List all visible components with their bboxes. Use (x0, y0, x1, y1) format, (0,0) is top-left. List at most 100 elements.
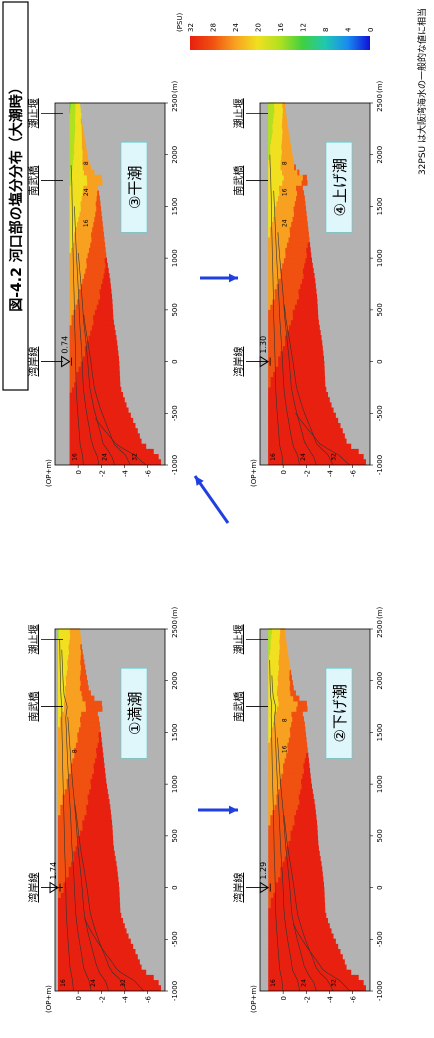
salinity-cell (84, 964, 89, 971)
y-tick-label: 0 (280, 996, 288, 1000)
salinity-cell (88, 892, 92, 898)
salinity-cell (67, 804, 71, 810)
salinity-cell (67, 700, 71, 707)
salinity-cell (285, 980, 291, 986)
salinity-cell (80, 117, 82, 124)
salinity-cell (130, 954, 135, 960)
salinity-cell (121, 397, 125, 403)
salinity-cell (61, 923, 65, 929)
salinity-cell (69, 726, 72, 733)
salinity-cell (92, 799, 96, 805)
salinity-cell (77, 726, 80, 733)
salinity-cell (91, 964, 97, 971)
salinity-cell (86, 804, 90, 810)
salinity-cell (339, 969, 344, 976)
salinity-cell (96, 747, 99, 754)
x-tick-label: 500 (171, 829, 179, 842)
salinity-cell (139, 980, 146, 986)
salinity-cell (352, 985, 358, 991)
salinity-cell (88, 726, 91, 733)
salinity-cell (93, 788, 97, 795)
salinity-cell (86, 907, 90, 914)
salinity-cell (103, 923, 107, 929)
salinity-cell (321, 902, 326, 909)
salinity-cell (78, 918, 83, 924)
salinity-cell (97, 907, 101, 914)
salinity-cell (58, 985, 64, 991)
salinity-cell (76, 980, 82, 986)
salinity-cell (105, 902, 109, 909)
salinity-cell (99, 174, 102, 181)
salinity-cell (111, 907, 115, 914)
salinity-cell (76, 804, 80, 810)
salinity-cell (330, 433, 335, 440)
salinity-cell (88, 964, 93, 971)
salinity-cell (68, 768, 72, 774)
salinity-cell (82, 721, 85, 728)
salinity-cell (108, 943, 113, 950)
salinity-cell (320, 881, 324, 888)
salinity-cell (74, 757, 78, 764)
salinity-cell (115, 943, 120, 950)
salinity-cell (102, 855, 106, 862)
salinity-cell (86, 855, 90, 862)
salinity-cell (58, 835, 62, 842)
salinity-cell (107, 273, 110, 279)
salinity-cell (105, 892, 109, 898)
salinity-cell (64, 933, 69, 940)
salinity-cell (129, 964, 135, 971)
salinity-cell (77, 892, 81, 898)
salinity-cell (88, 778, 92, 785)
salinity-cell (60, 752, 63, 759)
y-tick-label: -4 (121, 469, 129, 477)
salinity-cell (298, 443, 303, 450)
salinity-cell (136, 433, 140, 440)
salinity-cell (77, 736, 81, 743)
salinity-cell (100, 179, 103, 186)
salinity-cell (65, 969, 71, 976)
salinity-cell (354, 448, 359, 455)
salinity-cell (79, 778, 83, 785)
salinity-cell (77, 969, 83, 976)
salinity-cell (289, 669, 292, 676)
salinity-cell (314, 830, 318, 836)
salinity-cell (125, 969, 131, 976)
contour-label: 16 (270, 979, 277, 987)
salinity-cell (99, 762, 103, 769)
salinity-cell (299, 438, 305, 445)
salinity-cell (58, 938, 62, 945)
salinity-cell (98, 928, 102, 935)
salinity-cell (58, 933, 62, 940)
salinity-cell (84, 866, 88, 873)
salinity-cell (310, 438, 315, 445)
salinity-cell (72, 809, 76, 816)
salinity-cell (331, 438, 336, 445)
salinity-cell (337, 433, 342, 440)
salinity-cell (63, 866, 67, 873)
salinity-cell (80, 933, 85, 940)
salinity-cell (110, 938, 115, 945)
salinity-cell (113, 454, 119, 460)
salinity-cell (85, 674, 88, 681)
salinity-cell (92, 912, 96, 919)
salinity-cell (145, 454, 151, 460)
salinity-cell (60, 855, 64, 862)
salinity-cell (271, 438, 276, 445)
salinity-cell (309, 969, 314, 976)
salinity-cell (296, 438, 301, 445)
salinity-cell (102, 886, 106, 893)
salinity-cell (102, 788, 106, 795)
salinity-cell (86, 783, 90, 790)
salinity-cell (65, 850, 69, 857)
salinity-cell (86, 861, 91, 867)
salinity-cell (338, 954, 343, 960)
salinity-cell (100, 752, 104, 759)
salinity-cell (356, 985, 362, 991)
salinity-cell (122, 928, 127, 935)
salinity-cell (97, 721, 100, 728)
salinity-cell (96, 716, 100, 723)
x-tick-label: -1000 (171, 455, 179, 475)
salinity-cell (103, 949, 108, 955)
salinity-cell (97, 912, 102, 919)
